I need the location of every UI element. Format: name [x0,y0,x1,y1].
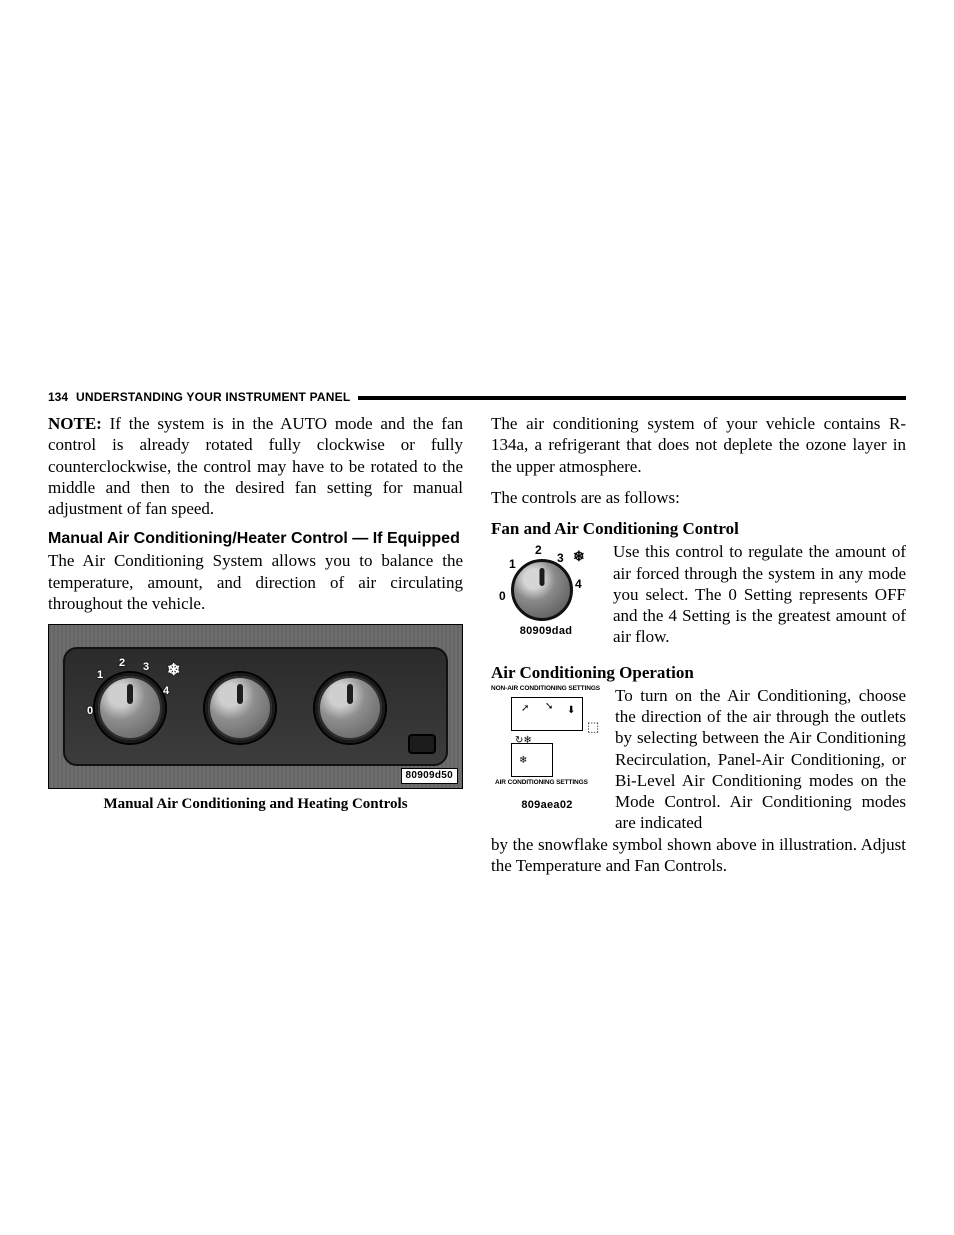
running-header: 134 UNDERSTANDING YOUR INSTRUMENT PANEL [48,390,906,405]
snowflake-icon: ❄ [167,661,180,681]
controls-intro: The controls are as follows: [491,487,906,508]
note-paragraph: NOTE: If the system is in the AUTO mode … [48,413,463,519]
header-title: UNDERSTANDING YOUR INSTRUMENT PANEL [76,390,350,405]
non-ac-settings-label: NON-AIR CONDITIONING SETTINGS [491,685,600,693]
ac-settings-box [511,743,553,777]
fan-mark-0: 0 [499,589,506,604]
fan-mark-4: 4 [163,685,169,699]
fan-dial-graphic: 0 1 2 3 4 ❄ [501,541,591,621]
temperature-knob [205,673,275,743]
manual-ac-intro: The Air Conditioning System allows you t… [48,550,463,614]
ac-settings-figure: NON-AIR CONDITIONING SETTINGS ➚ ➘ ⬇ ⬚ ↻❄… [491,685,603,813]
ac-operation-tail: by the snowflake symbol shown above in i… [491,834,906,877]
ac-settings-label: AIR CONDITIONING SETTINGS [495,779,588,787]
snowflake-icon: ❄ [573,549,585,567]
fan-control-figure: 0 1 2 3 4 ❄ 80909dad [491,541,601,639]
manual-ac-figure-caption: Manual Air Conditioning and Heating Cont… [48,795,463,814]
manual-ac-controls-figure: 0 1 2 3 4 ❄ 80909d50 [48,624,463,789]
rear-defrost-button [408,734,436,754]
manual-ac-subheading: Manual Air Conditioning/Heater Control —… [48,529,463,548]
fan-mark-4: 4 [575,577,582,592]
ac-figure-id: 809aea02 [491,799,603,813]
fan-figure-id: 80909dad [491,625,601,639]
fan-control-block: 0 1 2 3 4 ❄ 80909dad Use this control to… [491,541,906,647]
fan-mark-0: 0 [87,705,93,719]
note-label: NOTE: [48,414,102,433]
mode-panel-icon: ➚ [521,703,529,716]
ac-settings-diagram: NON-AIR CONDITIONING SETTINGS ➚ ➘ ⬇ ⬚ ↻❄… [491,685,603,795]
fan-mark-1: 1 [509,557,516,572]
page-number: 134 [48,390,68,405]
fan-mark-1: 1 [97,669,103,683]
fan-speed-knob [95,673,165,743]
page-content: 134 UNDERSTANDING YOUR INSTRUMENT PANEL … [0,390,954,886]
left-column: NOTE: If the system is in the AUTO mode … [48,413,463,886]
mode-knob [315,673,385,743]
right-column: The air conditioning system of your vehi… [491,413,906,886]
fan-mark-3: 3 [143,661,149,675]
ac-operation-heading: Air Conditioning Operation [491,662,906,683]
control-panel-bezel: 0 1 2 3 4 ❄ [63,647,448,766]
two-column-layout: NOTE: If the system is in the AUTO mode … [48,413,906,886]
defrost-icon: ⬚ [587,719,599,735]
refrigerant-paragraph: The air conditioning system of your vehi… [491,413,906,477]
fan-mark-2: 2 [535,543,542,558]
fan-dial-knob [511,559,573,621]
note-body: If the system is in the AUTO mode and th… [48,414,463,518]
ac-operation-block: NON-AIR CONDITIONING SETTINGS ➚ ➘ ⬇ ⬚ ↻❄… [491,685,906,834]
mode-bilevel-icon: ➘ [545,701,553,714]
fan-mark-2: 2 [119,657,125,671]
figure-id-badge: 80909d50 [401,768,458,785]
header-rule [358,396,906,400]
mode-floor-icon: ⬇ [567,705,575,718]
fan-control-heading: Fan and Air Conditioning Control [491,518,906,539]
